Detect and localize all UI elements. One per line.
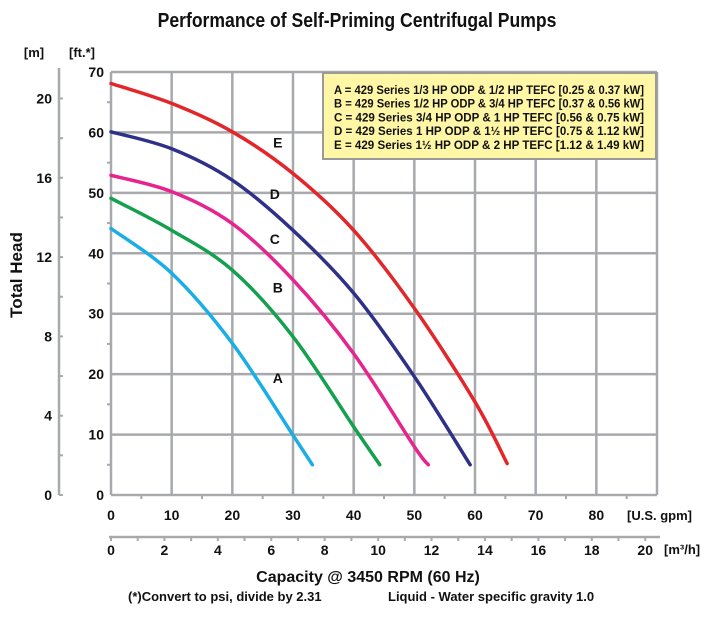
y2-tick-label: 20 — [36, 90, 52, 106]
y-tick-label: 30 — [88, 306, 104, 322]
y-unit-primary: [ft.*] — [69, 45, 95, 60]
legend-entry: D = 429 Series 1 HP ODP & 1½ HP TEFC [0.… — [334, 126, 644, 138]
x-unit-primary: [U.S. gpm] — [627, 508, 692, 523]
x-unit-secondary: [m³/h] — [664, 542, 700, 557]
curve-labels: A B C D E — [270, 135, 283, 387]
y-tick-label: 40 — [88, 245, 104, 261]
y2-tick-label: 16 — [36, 170, 52, 186]
x2-tick-label: 14 — [477, 542, 493, 558]
x2-tick-label: 10 — [370, 542, 386, 558]
chart-title: Performance of Self-Priming Centrifugal … — [158, 9, 557, 31]
y2-tick-label: 0 — [44, 487, 52, 503]
curve-label-c: C — [270, 231, 280, 247]
x2-tick-label: 16 — [531, 542, 547, 558]
curves — [109, 81, 509, 467]
y2-tick-label: 12 — [36, 249, 52, 265]
x-tick-label: 50 — [407, 507, 423, 523]
curve-label-e: E — [273, 135, 282, 151]
y-tick-label: 70 — [88, 64, 104, 80]
x-tick-label: 10 — [164, 507, 180, 523]
x2-tick-label: 18 — [584, 542, 600, 558]
y-tick-label: 20 — [88, 366, 104, 382]
x-tick-label: 40 — [346, 507, 362, 523]
legend: A = 429 Series 1/3 HP ODP & 1/2 HP TEFC … — [322, 72, 657, 160]
y-tick-label: 50 — [88, 185, 104, 201]
x-tick-label: 70 — [528, 507, 544, 523]
x2-tick-label: 8 — [321, 542, 329, 558]
x2-tick-label: 12 — [424, 542, 440, 558]
curve-b — [109, 196, 382, 467]
legend-entry: C = 429 Series 3/4 HP ODP & 1 HP TEFC [0… — [334, 112, 644, 124]
x2-tick-label: 2 — [161, 542, 169, 558]
curve-a — [109, 226, 315, 467]
curve-label-a: A — [273, 370, 283, 386]
x-tick-label: 80 — [589, 507, 605, 523]
x-tick-label: 60 — [467, 507, 483, 523]
x-tick-label: 20 — [225, 507, 241, 523]
x-tick-label: 30 — [285, 507, 301, 523]
y-axis-label: Total Head — [7, 232, 26, 318]
legend-box — [322, 72, 657, 160]
legend-entry: B = 429 Series 1/2 HP ODP & 3/4 HP TEFC … — [334, 99, 644, 111]
x-axis-label: Capacity @ 3450 RPM (60 Hz) — [256, 569, 480, 586]
curve-e — [109, 81, 509, 466]
x2-tick-label: 0 — [107, 542, 115, 558]
footnote-left: (*)Convert to psi, divide by 2.31 — [128, 589, 322, 604]
y2-tick-label: 4 — [44, 408, 52, 424]
y-unit-secondary: [m] — [24, 45, 44, 60]
x-tick-label: 0 — [107, 507, 115, 523]
curve-d — [109, 130, 472, 467]
x2-tick-label: 4 — [214, 542, 222, 558]
footnote-right: Liquid - Water specific gravity 1.0 — [388, 589, 594, 604]
y-tick-label: 10 — [88, 427, 104, 443]
curve-label-d: D — [270, 186, 280, 202]
y-tick-label: 0 — [96, 487, 104, 503]
legend-entry: A = 429 Series 1/3 HP ODP & 1/2 HP TEFC … — [334, 85, 644, 97]
x2-tick-label: 20 — [637, 542, 653, 558]
x2-tick-label: 6 — [267, 542, 275, 558]
y-tick-label: 60 — [88, 124, 104, 140]
curve-c — [109, 173, 431, 467]
legend-entry: E = 429 Series 1½ HP ODP & 2 HP TEFC [1.… — [334, 140, 644, 152]
y2-tick-label: 8 — [44, 328, 52, 344]
curve-label-b: B — [273, 280, 283, 296]
